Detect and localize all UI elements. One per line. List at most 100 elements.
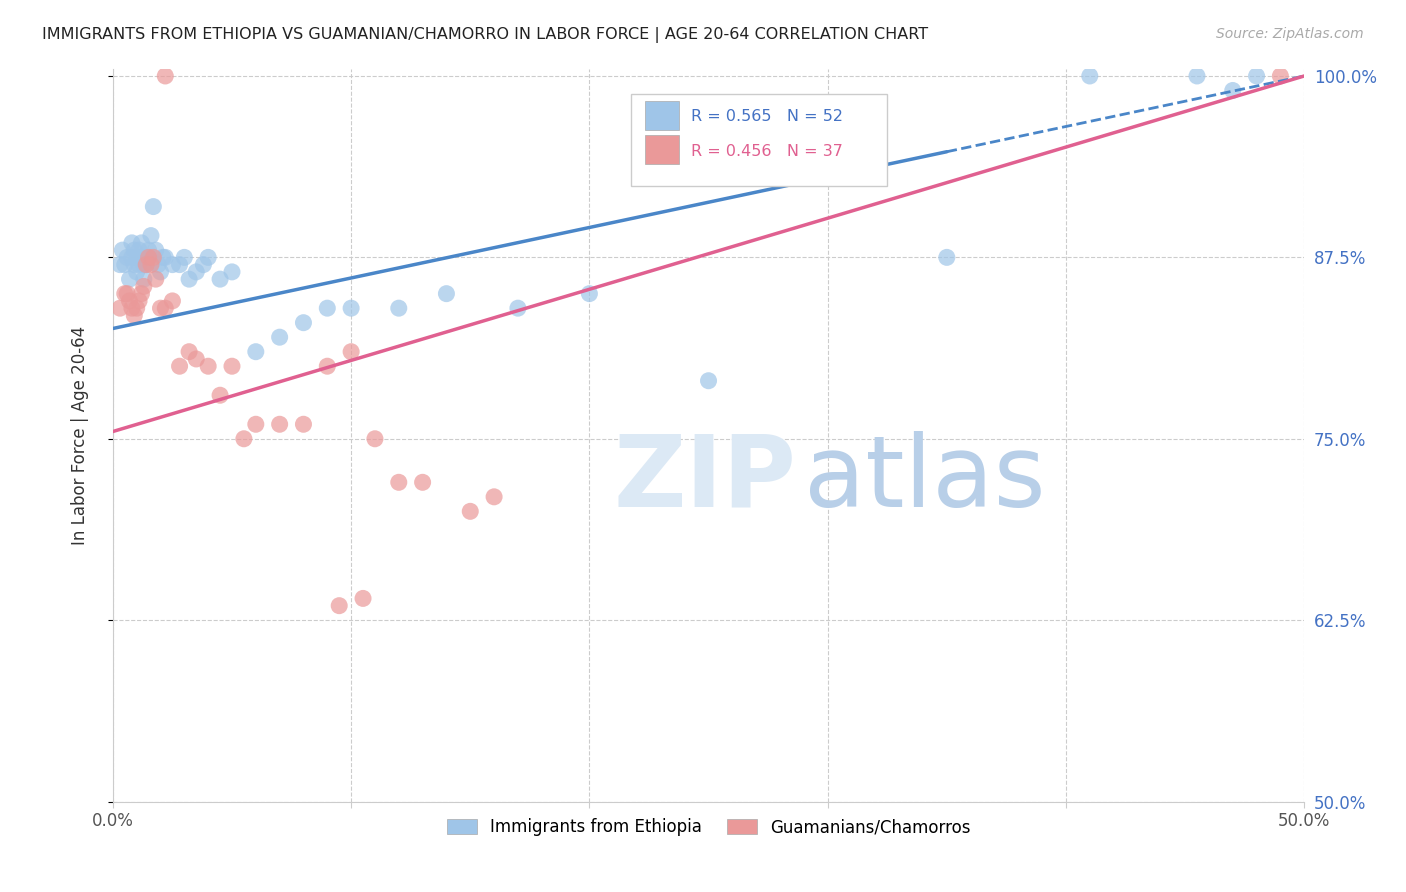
Point xyxy=(169,258,191,272)
Point xyxy=(145,243,167,257)
Point xyxy=(124,309,146,323)
Point xyxy=(131,286,153,301)
Point xyxy=(209,388,232,402)
Point xyxy=(352,591,374,606)
Point xyxy=(128,243,150,257)
Point xyxy=(125,301,148,315)
Point xyxy=(162,293,184,308)
Point xyxy=(316,359,339,374)
Point xyxy=(186,351,208,366)
Point xyxy=(197,359,219,374)
Point xyxy=(197,251,219,265)
Point xyxy=(131,235,153,250)
Point xyxy=(436,286,458,301)
Point xyxy=(142,200,165,214)
Point xyxy=(173,251,195,265)
Point xyxy=(149,301,172,315)
Point xyxy=(1270,69,1292,83)
Point xyxy=(292,417,315,432)
Point xyxy=(108,301,131,315)
Point xyxy=(132,279,155,293)
Point xyxy=(132,272,155,286)
Point xyxy=(221,265,243,279)
Y-axis label: In Labor Force | Age 20-64: In Labor Force | Age 20-64 xyxy=(72,326,89,545)
Point xyxy=(177,272,200,286)
Point xyxy=(114,258,136,272)
Point xyxy=(149,265,172,279)
Point xyxy=(340,344,363,359)
Text: IMMIGRANTS FROM ETHIOPIA VS GUAMANIAN/CHAMORRO IN LABOR FORCE | AGE 20-64 CORREL: IMMIGRANTS FROM ETHIOPIA VS GUAMANIAN/CH… xyxy=(42,27,928,43)
Point xyxy=(506,301,529,315)
Point xyxy=(169,359,191,374)
Point xyxy=(108,258,131,272)
Bar xyxy=(645,136,679,164)
Point xyxy=(152,251,174,265)
Point xyxy=(125,265,148,279)
FancyBboxPatch shape xyxy=(631,95,887,186)
Point xyxy=(146,258,169,272)
Point xyxy=(139,258,162,272)
Point xyxy=(412,475,434,490)
Point xyxy=(340,301,363,315)
Point xyxy=(118,293,141,308)
Point xyxy=(121,301,143,315)
Point xyxy=(245,344,267,359)
Bar xyxy=(645,101,679,129)
Point xyxy=(697,374,720,388)
Point xyxy=(162,258,184,272)
Point xyxy=(128,258,150,272)
Point xyxy=(118,272,141,286)
Text: R = 0.565   N = 52: R = 0.565 N = 52 xyxy=(690,109,842,124)
Point xyxy=(935,251,957,265)
Point xyxy=(578,286,600,301)
Point xyxy=(458,504,481,518)
Point xyxy=(135,251,157,265)
Point xyxy=(121,251,143,265)
Point xyxy=(1185,69,1208,83)
Point xyxy=(142,251,165,265)
Text: atlas: atlas xyxy=(804,431,1046,528)
Point xyxy=(121,235,143,250)
Point xyxy=(186,265,208,279)
Point xyxy=(139,228,162,243)
Point xyxy=(138,251,160,265)
Point xyxy=(1078,69,1101,83)
Point xyxy=(115,251,138,265)
Point xyxy=(269,330,291,344)
Point xyxy=(209,272,232,286)
Point xyxy=(245,417,267,432)
Point xyxy=(221,359,243,374)
Text: ZIP: ZIP xyxy=(613,431,796,528)
Text: Source: ZipAtlas.com: Source: ZipAtlas.com xyxy=(1216,27,1364,41)
Point xyxy=(388,301,411,315)
Text: R = 0.456   N = 37: R = 0.456 N = 37 xyxy=(690,144,842,159)
Point xyxy=(135,258,157,272)
Point xyxy=(135,258,157,272)
Point xyxy=(364,432,387,446)
Point xyxy=(328,599,350,613)
Point xyxy=(232,432,254,446)
Point xyxy=(131,251,153,265)
Point xyxy=(145,272,167,286)
Point xyxy=(155,301,177,315)
Point xyxy=(155,69,177,83)
Point xyxy=(388,475,411,490)
Point xyxy=(292,316,315,330)
Point xyxy=(111,243,134,257)
Point xyxy=(193,258,215,272)
Point xyxy=(269,417,291,432)
Point xyxy=(177,344,200,359)
Point xyxy=(138,251,160,265)
Point xyxy=(482,490,505,504)
Point xyxy=(316,301,339,315)
Point xyxy=(138,243,160,257)
Point xyxy=(132,258,155,272)
Point xyxy=(155,251,177,265)
Point xyxy=(115,286,138,301)
Legend: Immigrants from Ethiopia, Guamanians/Chamorros: Immigrants from Ethiopia, Guamanians/Cha… xyxy=(439,810,979,845)
Point xyxy=(125,251,148,265)
Point xyxy=(114,286,136,301)
Point xyxy=(1222,83,1244,97)
Point xyxy=(124,243,146,257)
Point xyxy=(124,258,146,272)
